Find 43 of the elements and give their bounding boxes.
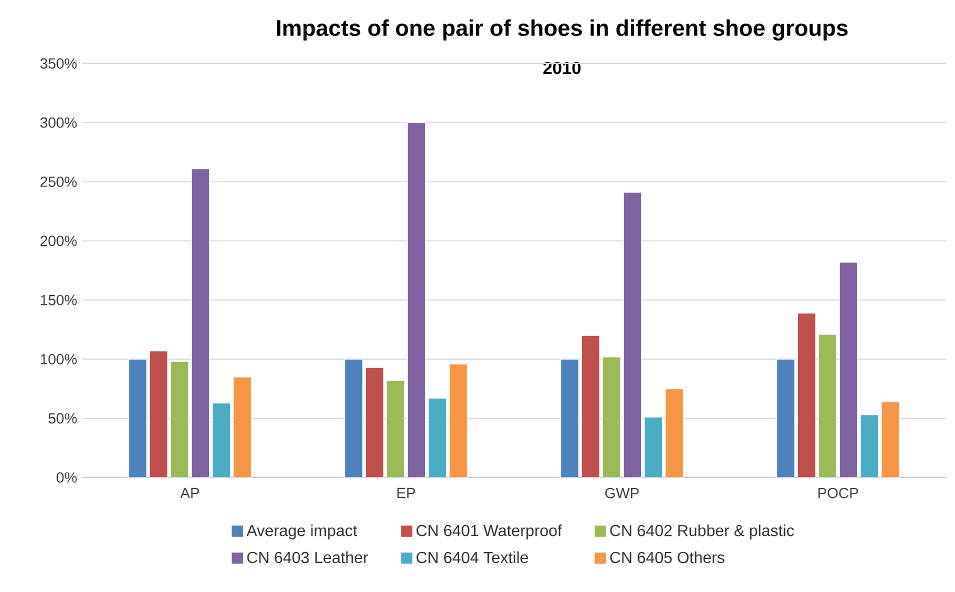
x-tick-label: GWP xyxy=(605,488,639,498)
legend-label: CN 6401 Waterproof xyxy=(416,524,562,540)
y-tick-label: 0% xyxy=(56,472,77,483)
bar xyxy=(365,367,384,478)
bar xyxy=(839,262,858,478)
y-tick-label: 50% xyxy=(48,413,77,424)
bar xyxy=(191,168,210,478)
bar xyxy=(644,416,663,478)
legend-label: Average impact xyxy=(246,524,358,540)
bar xyxy=(128,358,148,478)
bar xyxy=(448,364,468,478)
y-tick-label: 300% xyxy=(40,117,77,128)
y-tick-label: 150% xyxy=(40,294,77,306)
bar xyxy=(560,358,580,478)
bar xyxy=(232,376,252,478)
bar xyxy=(776,358,796,478)
bar xyxy=(428,398,447,478)
bar xyxy=(581,335,600,478)
y-tick-label: 200% xyxy=(40,236,77,246)
x-tick-label: EP xyxy=(397,488,416,498)
bar xyxy=(407,122,426,478)
legend-label: CN 6404 Textile xyxy=(416,551,528,564)
legend-label: CN 6402 Rubber & plastic xyxy=(610,524,794,540)
x-tick-label: POCP xyxy=(818,488,858,498)
bar xyxy=(818,334,837,478)
bar xyxy=(664,388,684,478)
bar xyxy=(623,192,642,478)
bar xyxy=(797,312,816,478)
legend-label: CN 6405 Others xyxy=(610,551,724,564)
y-tick-label: 100% xyxy=(40,354,77,364)
legend-label: CN 6403 Leather xyxy=(247,551,368,564)
bar xyxy=(344,358,364,478)
bar xyxy=(212,402,231,478)
bar xyxy=(880,401,900,478)
y-tick-label: 350% xyxy=(40,58,77,69)
bar xyxy=(860,414,879,478)
bar xyxy=(386,380,405,478)
bar xyxy=(170,361,189,478)
bar xyxy=(602,356,621,478)
x-tick-label: AP xyxy=(180,488,200,498)
y-tick-label: 250% xyxy=(40,176,77,187)
chart-title: Impacts of one pair of shoes in different shoe groups xyxy=(277,19,848,41)
bar xyxy=(149,350,168,478)
